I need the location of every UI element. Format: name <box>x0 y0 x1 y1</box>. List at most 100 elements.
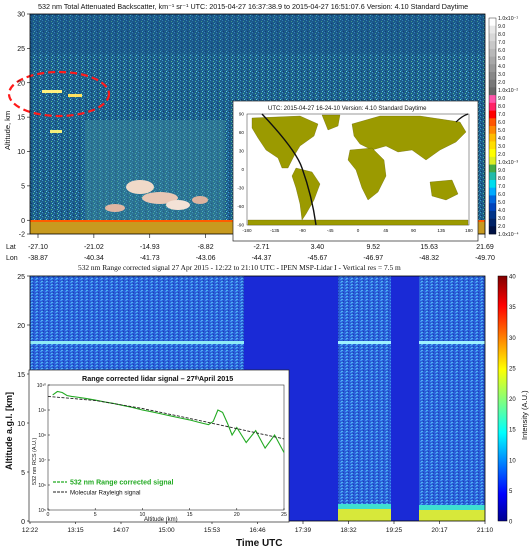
lidar-xtick-label: 16:46 <box>249 527 266 534</box>
rayleigh-line <box>47 395 285 440</box>
lidar-colorbar-tick-label: 0 <box>509 520 513 526</box>
rcs-inset: Range corrected lidar signal – 27ᵗʰApril… <box>28 369 290 523</box>
lidar-ytick-label: 5 <box>21 470 25 477</box>
colorbar-swatch <box>489 25 496 34</box>
lat-tick-label: 15.63 <box>420 244 438 251</box>
rcs-xtick-label: 15 <box>187 512 193 518</box>
lidar-xtick-label: 21:10 <box>477 527 494 534</box>
colorbar-tick-label: 3.0 <box>498 144 505 150</box>
colorbar-tick-label: 6.0 <box>498 120 505 126</box>
rcs-lines <box>47 390 285 453</box>
map-xtick-label: -135 <box>270 228 280 233</box>
calipso-ytick-label: 20 <box>17 80 25 87</box>
colorbar-swatch <box>489 48 496 57</box>
colorbar-swatch <box>489 126 496 135</box>
colorbar-swatch <box>489 102 496 111</box>
lidar-colorbar-tick-label: 30 <box>509 336 516 342</box>
colorbar-tick-label: 2.0 <box>498 224 505 230</box>
colorbar-swatch <box>489 156 496 165</box>
map-ytick-label: -90 <box>237 223 244 228</box>
lon-tick-label: -48.32 <box>419 255 439 262</box>
lidar-ytick-label: 10 <box>17 421 25 428</box>
map-xtick-label: -180 <box>242 228 252 233</box>
colorbar-swatch <box>489 79 496 88</box>
rcs-ytick-label: 10⁶ <box>38 483 46 489</box>
rcs-signal-line <box>52 390 285 453</box>
colorbar-swatch <box>489 172 496 181</box>
rcs-xlabel: Altitude (km) <box>144 517 178 523</box>
colorbar-tick-label: 5.0 <box>498 56 505 62</box>
colorbar-tick-label: 5.0 <box>498 128 505 134</box>
calipso-upper-noise <box>30 14 485 54</box>
colorbar-swatch <box>489 18 496 27</box>
lon-tick-label: -38.87 <box>28 255 48 262</box>
colorbar-tick-label: 2.0 <box>498 152 505 158</box>
lon-tick-label: -44.37 <box>252 255 272 262</box>
colorbar-tick-label: 4.0 <box>498 64 505 70</box>
rcs-legend: 532 nm Range corrected signal Molecular … <box>53 480 174 497</box>
calipso-ytick-label: 25 <box>17 46 25 53</box>
lat-tick-label: 21.69 <box>476 244 494 251</box>
map-ytick-label: 0 <box>241 167 244 172</box>
rcs-title: Range corrected lidar signal – 27ᵗʰApril… <box>82 374 233 383</box>
lidar-ytick-label: 25 <box>17 274 25 281</box>
lidar-colorbar-tick-label: 15 <box>509 428 516 434</box>
colorbar-swatch <box>489 87 496 96</box>
lidar-x-axis: 12:22 13:15 14:07 15:00 15:53 16:46 17:39 18:32… <box>22 521 494 534</box>
map-xtick-label: 45 <box>383 228 389 233</box>
lat-tick-label: 9.52 <box>366 244 380 251</box>
rcs-xtick-label: 20 <box>234 512 240 518</box>
colorbar-swatch <box>489 187 496 196</box>
colorbar-swatch <box>489 64 496 73</box>
lon-tick-label: -46.97 <box>363 255 383 262</box>
colorbar-swatch <box>489 164 496 173</box>
rcs-ytick-label: 10¹⁰ <box>37 383 46 389</box>
map-ytick-label: 90 <box>239 112 245 117</box>
colorbar-tick-label: 5.0 <box>498 200 505 206</box>
rcs-ytick-label: 10⁷ <box>39 458 47 464</box>
calipso-ytick-label: 0 <box>21 218 25 225</box>
lidar-colorbar-label: Intensity (A.U.) <box>520 390 529 440</box>
satellite-track-2 <box>455 113 469 123</box>
colorbar-swatch <box>489 141 496 150</box>
colorbar-tick-label: 9.0 <box>498 96 505 102</box>
rcs-xtick-label: 5 <box>94 512 97 518</box>
lon-tick-label: -49.70 <box>475 255 495 262</box>
lidar-y-axis: 0 5 10 15 20 25 <box>17 274 30 526</box>
latlon-axis: -27.10 -38.87 -21.02 -40.34 -14.93 -41.73 -8.8… <box>28 234 495 262</box>
map-y-axis: 90 60 30 0 -30 -60 -90 <box>237 112 244 228</box>
colorbar-tick-label: 1.0x10⁻³ <box>498 160 518 166</box>
map-xtick-label: 90 <box>411 228 417 233</box>
colorbar-swatch <box>489 118 496 127</box>
lidar-colorbar-tick-label: 35 <box>509 305 516 311</box>
lidar-xtick-label: 13:15 <box>67 527 84 534</box>
rcs-ytick-label: 10⁵ <box>38 508 46 514</box>
lat-tick-label: -2.71 <box>254 244 270 251</box>
lidar-xtick-label: 20:17 <box>431 527 448 534</box>
lidar-xtick-label: 12:22 <box>22 527 39 534</box>
lidar-xtick-label: 17:39 <box>295 527 312 534</box>
map-ytick-label: 30 <box>239 149 245 154</box>
map-ytick-label: -60 <box>237 204 244 209</box>
lidar-pbl-1 <box>338 509 391 521</box>
lidar-xtick-label: 14:07 <box>113 527 130 534</box>
colorbar-swatch <box>489 226 496 235</box>
calipso-ylabel: Altitude, km <box>3 111 12 150</box>
rcs-xtick-label: 10 <box>140 512 146 518</box>
lidar-pbl-2 <box>419 510 485 521</box>
colorbar-swatch <box>489 195 496 204</box>
colorbar-swatch <box>489 110 496 119</box>
colorbar-tick-label: 4.0 <box>498 208 505 214</box>
rcs-plot-area <box>47 384 285 511</box>
rcs-xtick-label: 0 <box>47 512 50 518</box>
calipso-ytick-label: -2 <box>19 232 25 239</box>
colorbar-tick-label: 8.0 <box>498 104 505 110</box>
calipso-ytick-label: 10 <box>17 149 25 156</box>
lat-tick-label: -21.02 <box>84 244 104 251</box>
map-xtick-label: 135 <box>437 228 445 233</box>
map-xtick-label: 0 <box>357 228 360 233</box>
rcs-ylabel: 532 nm RCS (A.U.) <box>32 437 38 485</box>
lon-tick-label: -45.67 <box>307 255 327 262</box>
lidar-xtick-label: 19:25 <box>386 527 403 534</box>
lon-label: Lon <box>6 255 18 262</box>
